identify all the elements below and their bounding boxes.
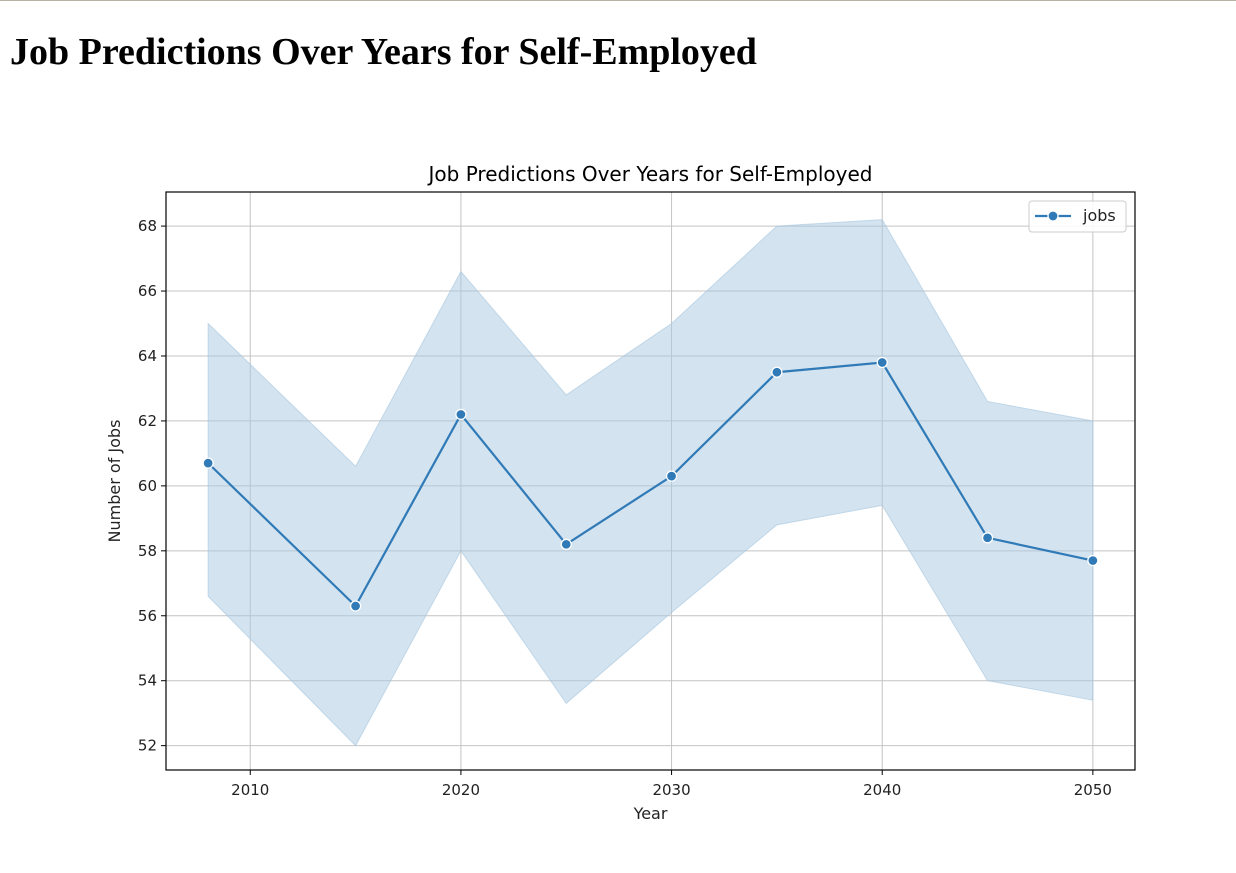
x-axis-label: Year bbox=[633, 804, 668, 823]
plot-frame bbox=[165, 191, 1136, 771]
data-point bbox=[560, 538, 572, 550]
confidence-band bbox=[207, 219, 1094, 747]
data-point bbox=[455, 408, 467, 421]
y-tick-label: 54 bbox=[138, 672, 157, 690]
x-tick-label: 2020 bbox=[442, 781, 480, 799]
y-tick-label: 66 bbox=[138, 282, 157, 300]
y-tick-label: 60 bbox=[138, 477, 157, 495]
data-point bbox=[202, 457, 214, 469]
y-tick-label: 52 bbox=[138, 737, 157, 755]
x-tick-label: 2010 bbox=[231, 781, 269, 799]
page-heading: Job Predictions Over Years for Self-Empl… bbox=[10, 31, 757, 73]
y-axis-label: Number of Jobs bbox=[105, 420, 124, 543]
data-point bbox=[876, 356, 888, 369]
legend-box bbox=[1028, 200, 1127, 233]
axis-ticks: 2010 2020 2030 2040 2050 52 54 56 58 60 62 64 66 68 bbox=[138, 217, 1112, 799]
chart-title: Job Predictions Over Years for Self-Empl… bbox=[427, 162, 873, 186]
data-point bbox=[771, 366, 783, 378]
y-tick-label: 62 bbox=[138, 412, 157, 430]
y-tick-label: 68 bbox=[138, 217, 157, 235]
y-tick-label: 56 bbox=[138, 607, 157, 625]
y-tick-label: 64 bbox=[138, 347, 157, 365]
data-points bbox=[202, 356, 1099, 612]
data-point bbox=[1087, 554, 1099, 567]
legend: jobs bbox=[1028, 200, 1127, 233]
legend-marker-icon bbox=[1047, 210, 1059, 222]
top-border bbox=[0, 0, 1236, 1]
x-tick-label: 2040 bbox=[863, 781, 901, 799]
x-tick-label: 2030 bbox=[652, 781, 690, 799]
data-point bbox=[349, 600, 362, 612]
legend-label-jobs: jobs bbox=[1082, 206, 1116, 225]
y-tick-label: 58 bbox=[138, 542, 157, 560]
data-point bbox=[981, 532, 994, 544]
data-point bbox=[665, 470, 678, 482]
x-tick-label: 2050 bbox=[1074, 781, 1112, 799]
